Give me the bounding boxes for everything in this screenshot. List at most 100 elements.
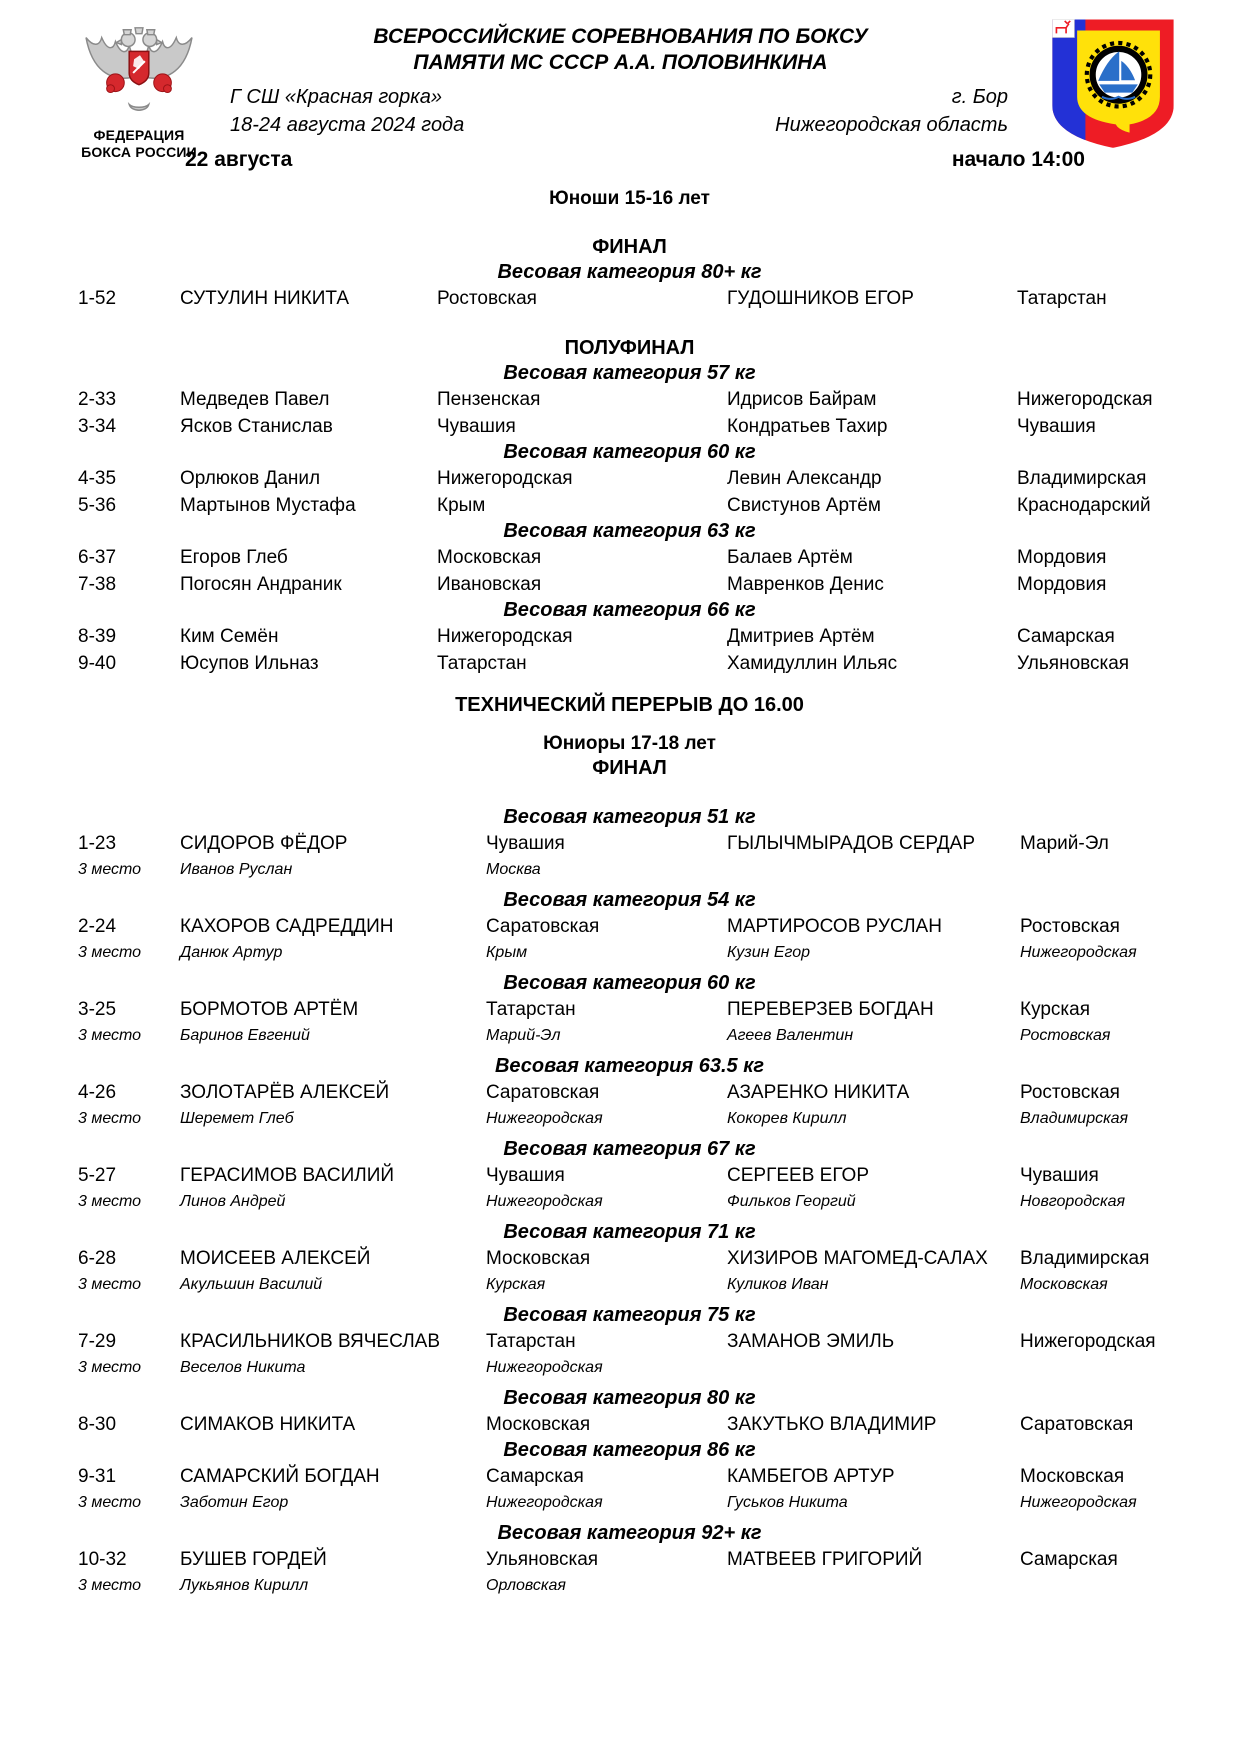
red-corner-name: ГЕРАСИМОВ ВАСИЛИЙ	[180, 1165, 395, 1186]
bout-number: 3-25	[78, 999, 117, 1020]
bout-number: 3-34	[78, 416, 117, 437]
blue-corner-region: Нижегородская	[1020, 1331, 1156, 1352]
red-corner-region: Саратовская	[486, 1082, 600, 1103]
blue-corner-region: Самарская	[1020, 1549, 1118, 1570]
double-eagle-icon	[85, 27, 193, 111]
bout-row: 8-30 СИМАКОВ НИКИТА Московская ЗАКУТЬКО ВЛА…	[78, 1411, 1181, 1438]
bout-row: 9-40 Юсупов Ильназ Татарстан Хамидуллин Иль…	[78, 650, 1181, 677]
red-corner-region: Марий-Эл	[486, 1027, 561, 1044]
bout-row: 4-26 ЗОЛОТАРЁВ АЛЕКСЕЙ Саратовская АЗАРЕНКО…	[78, 1079, 1181, 1106]
weight-category-heading: Весовая категория 67 кг	[503, 1138, 756, 1160]
bout-number: 4-35	[78, 468, 117, 489]
red-corner-name: Веселов Никита	[180, 1359, 306, 1376]
weight-category-heading: Весовая категория 92+ кг	[497, 1522, 762, 1544]
weight-category-heading: Весовая категория 57 кг	[503, 362, 756, 384]
bor-city-emblem	[1052, 19, 1174, 148]
red-corner-region: Нижегородская	[486, 1359, 603, 1376]
blue-corner-region: Чувашия	[1017, 416, 1096, 437]
red-corner-name: Медведев Павел	[180, 389, 330, 410]
red-corner-region: Крым	[486, 944, 528, 961]
blue-corner-region: Владимирская	[1017, 468, 1147, 489]
bout-number: 7-29	[78, 1331, 117, 1352]
blue-corner-region	[1020, 857, 1181, 883]
blue-corner-region	[1020, 1573, 1181, 1599]
blue-corner-region: Нижегородская	[1017, 389, 1153, 410]
blue-corner-region: Саратовская	[1020, 1414, 1134, 1435]
blue-corner-name: Балаев Артём	[727, 547, 853, 568]
federation-name-line1: ФЕДЕРАЦИЯ	[93, 127, 185, 143]
age-group-heading: Юноши 15-16 лет	[549, 188, 710, 209]
blue-corner-region	[1020, 1355, 1181, 1381]
weight-category-heading: Весовая категория 51 кг	[503, 806, 756, 828]
schedule: Юноши 15-16 лет ФИНАЛ Весовая категория 80…	[0, 186, 1241, 1599]
bout-row: 6-28 МОИСЕЕВ АЛЕКСЕЙ Московская ХИЗИРОВ МАГ…	[78, 1245, 1181, 1272]
bout-row: 4-35 Орлюков Данил Нижегородская Левин Алек…	[78, 465, 1181, 492]
red-corner-name: Иванов Руслан	[180, 861, 293, 878]
blue-corner-name: Свистунов Артём	[727, 495, 881, 516]
blue-corner-region: Чувашия	[1020, 1165, 1099, 1186]
red-corner-region: Чувашия	[437, 416, 516, 437]
bout-number: 9-31	[78, 1466, 117, 1487]
third-place-row: 3 место Шеремет Глеб Нижегородская Кокорев …	[78, 1106, 1181, 1132]
third-place-row: 3 место Линов Андрей Нижегородская Фильков …	[78, 1189, 1181, 1215]
page-header: ФЕДЕРАЦИЯ БОКСА РОССИИ	[0, 0, 1241, 186]
age-group-heading: Юниоры 17-18 лет	[543, 733, 716, 754]
weight-category-heading: Весовая категория 75 кг	[503, 1304, 756, 1326]
bout-number: 1-52	[78, 288, 117, 309]
blue-corner-region: Московская	[1020, 1466, 1125, 1487]
red-corner-name: КАХОРОВ САДРЕДДИН	[180, 916, 394, 937]
third-place-label: 3 место	[78, 1110, 142, 1127]
third-place-label: 3 место	[78, 1027, 142, 1044]
red-corner-region: Самарская	[486, 1466, 584, 1487]
bout-number: 6-37	[78, 547, 117, 568]
blue-corner-name	[727, 1355, 1020, 1381]
blue-corner-name: АЗАРЕНКО НИКИТА	[727, 1082, 910, 1103]
red-corner-name: БУШЕВ ГОРДЕЙ	[180, 1549, 327, 1570]
blue-corner-name: Куликов Иван	[727, 1276, 829, 1293]
red-corner-region: Чувашия	[486, 1165, 565, 1186]
region-name: Нижегородская область	[775, 114, 1008, 136]
competition-title-line2: ПАМЯТИ МС СССР А.А. ПОЛОВИНКИНА	[413, 51, 828, 74]
red-corner-name: Лукьянов Кирилл	[180, 1577, 309, 1594]
blue-corner-region: Московская	[1020, 1276, 1108, 1293]
bout-row: 1-23 СИДОРОВ ФЁДОР Чувашия ГЫЛЫЧМЫРАДОВ СЕР…	[78, 830, 1181, 857]
red-corner-name: БОРМОТОВ АРТЁМ	[180, 999, 359, 1020]
third-place-row: 3 место Баринов Евгений Марий-Эл Агеев Вале…	[78, 1023, 1181, 1049]
blue-corner-region: Мордовия	[1017, 547, 1107, 568]
blue-corner-name: Дмитриев Артём	[727, 626, 875, 647]
red-corner-name: ЗОЛОТАРЁВ АЛЕКСЕЙ	[180, 1082, 390, 1103]
third-place-row: 3 место Веселов Никита Нижегородская	[78, 1355, 1181, 1381]
bout-row: 1-52 СУТУЛИН НИКИТА Ростовская ГУДОШНИКОВ Е…	[78, 285, 1181, 312]
third-place-row: 3 место Лукьянов Кирилл Орловская	[78, 1573, 1181, 1599]
bout-number: 2-24	[78, 916, 117, 937]
blue-corner-region: Ульяновская	[1017, 653, 1130, 674]
bout-row: 6-37 Егоров Глеб Московская Балаев Артём Мор…	[78, 544, 1181, 571]
bout-number: 7-38	[78, 574, 117, 595]
bout-row: 5-27 ГЕРАСИМОВ ВАСИЛИЙ Чувашия СЕРГЕЕВ ЕГОР…	[78, 1162, 1181, 1189]
red-corner-region: Крым	[437, 495, 486, 516]
blue-corner-name	[727, 1573, 1020, 1599]
break-heading: ТЕХНИЧЕСКИЙ ПЕРЕРЫВ ДО 16.00	[455, 694, 804, 716]
third-place-row: 3 место Данюк Артур Крым Кузин Егор Нижегоро…	[78, 940, 1181, 966]
blue-corner-region: Ростовская	[1020, 1082, 1120, 1103]
blue-corner-name: КАМБЕГОВ АРТУР	[727, 1466, 895, 1487]
red-corner-region: Ивановская	[437, 574, 542, 595]
red-corner-region: Ульяновская	[486, 1549, 599, 1570]
red-corner-name: Погосян Андраник	[180, 574, 342, 595]
third-place-label: 3 место	[78, 1193, 142, 1210]
bout-row: 3-34 Ясков Станислав Чувашия Кондратьев Тах…	[78, 413, 1181, 440]
third-place-label: 3 место	[78, 1276, 142, 1293]
blue-corner-name: Мавренков Денис	[727, 574, 884, 595]
blue-corner-name	[727, 857, 1020, 883]
competition-title-line1: ВСЕРОССИЙСКИЕ СОРЕВНОВАНИЯ ПО БОКСУ	[373, 25, 868, 48]
bout-number: 10-32	[78, 1549, 127, 1570]
bout-row: 7-38 Погосян Андраник Ивановская Мавренков …	[78, 571, 1181, 598]
bout-number: 5-27	[78, 1165, 117, 1186]
blue-corner-name: Агеев Валентин	[727, 1027, 854, 1044]
red-corner-name: Егоров Глеб	[180, 547, 288, 568]
blue-corner-name: МАТВЕЕВ ГРИГОРИЙ	[727, 1549, 923, 1570]
bout-row: 5-36 Мартынов Мустафа Крым Свистунов Артём К…	[78, 492, 1181, 519]
blue-corner-name: ЗАМАНОВ ЭМИЛЬ	[727, 1331, 895, 1352]
blue-corner-region: Мордовия	[1017, 574, 1107, 595]
red-corner-region: Татарстан	[486, 999, 576, 1020]
